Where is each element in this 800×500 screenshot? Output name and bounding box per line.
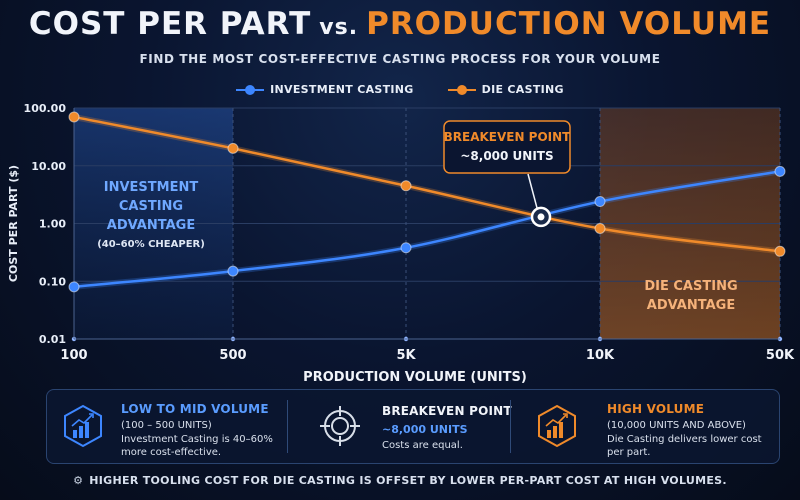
legend-label-investment: INVESTMENT CASTING <box>270 83 414 96</box>
bar-chart-icon <box>538 404 576 448</box>
legend-label-die: DIE CASTING <box>481 83 564 96</box>
x-tick-label: 500 <box>219 348 246 363</box>
panel-high-title: HIGH VOLUME <box>607 402 705 416</box>
die-region-label: DIE CASTING <box>644 279 737 294</box>
panel-high-sub: (10,000 UNITS AND ABOVE) <box>607 420 746 431</box>
subtitle: FIND THE MOST COST-EFFECTIVE CASTING PRO… <box>139 52 661 66</box>
panel-breakeven-sub: ~8,000 UNITS <box>382 423 468 436</box>
data-point-investment <box>594 196 606 208</box>
data-point-die <box>400 180 412 192</box>
breakeven-callout <box>443 120 571 174</box>
breakeven-pointer <box>527 173 538 209</box>
gear-icon: ⚙ <box>73 474 84 487</box>
panel-low-title: LOW TO MID VOLUME <box>121 402 269 416</box>
x-tick-label: 10K <box>586 348 615 363</box>
y-tick-label: 100.00 <box>24 102 67 115</box>
investment-region-label: CASTING <box>119 199 183 214</box>
page-title: COST PER PART vs. PRODUCTION VOLUME <box>0 6 800 42</box>
panel-breakeven: BREAKEVEN POINT ~8,000 UNITS Costs are e… <box>288 390 512 463</box>
legend-swatch-die <box>447 84 476 95</box>
x-tick-label: 50K <box>766 348 795 363</box>
data-point-die <box>227 142 239 154</box>
footer-note: ⚙ HIGHER TOOLING COST FOR DIE CASTING IS … <box>0 474 800 487</box>
y-tick-label: 0.01 <box>39 333 66 346</box>
legend-swatch-investment <box>236 84 265 95</box>
title-part1: COST PER PART <box>28 6 312 42</box>
data-point-die <box>594 222 606 234</box>
data-point-die <box>774 245 786 257</box>
y-tick-label: 10.00 <box>31 160 66 173</box>
die-region-label: ADVANTAGE <box>647 298 735 313</box>
footer-text: HIGHER TOOLING COST FOR DIE CASTING IS O… <box>89 474 727 487</box>
panel-low-sub: (100 – 500 UNITS) <box>121 420 212 431</box>
y-tick-label: 0.10 <box>39 275 66 288</box>
x-tick-label: 5K <box>396 348 416 363</box>
x-axis-label: PRODUCTION VOLUME (UNITS) <box>303 370 527 385</box>
data-point-die <box>68 111 80 123</box>
panel-breakeven-title: BREAKEVEN POINT <box>382 404 512 418</box>
breakeven-marker-center <box>537 213 545 221</box>
summary-bar: LOW TO MID VOLUME (100 – 500 UNITS) Inve… <box>46 389 780 464</box>
breakeven-title: BREAKEVEN POINT <box>444 130 572 144</box>
divider <box>510 400 511 453</box>
investment-region-label: ADVANTAGE <box>107 218 195 233</box>
data-point-investment <box>227 265 239 277</box>
title-part2: PRODUCTION VOLUME <box>366 6 772 42</box>
panel-low-body: Investment Casting is 40–60% more cost-e… <box>121 434 273 458</box>
data-point-investment <box>774 165 786 177</box>
legend-item-die: DIE CASTING <box>447 83 564 96</box>
legend-item-investment: INVESTMENT CASTING <box>236 83 414 96</box>
y-axis-label: COST PER PART ($) <box>7 165 20 282</box>
panel-high-body: Die Casting delivers lower cost per part… <box>607 434 762 458</box>
y-tick-label: 1.00 <box>39 218 66 231</box>
investment-region-label: INVESTMENT <box>104 180 199 195</box>
title-vs: vs. <box>319 15 359 40</box>
data-point-investment <box>400 242 412 254</box>
x-tick-label: 100 <box>60 348 87 363</box>
breakeven-label: ~8,000 UNITS <box>460 149 553 163</box>
crosshair-icon <box>320 406 360 446</box>
legend: INVESTMENT CASTING DIE CASTING <box>0 83 800 96</box>
data-point-investment <box>68 281 80 293</box>
panel-low-volume: LOW TO MID VOLUME (100 – 500 UNITS) Inve… <box>47 390 287 463</box>
panel-high-volume: HIGH VOLUME (10,000 UNITS AND ABOVE) Die… <box>511 390 779 463</box>
investment-region-note: (40–60% CHEAPER) <box>97 239 205 250</box>
panel-breakeven-body: Costs are equal. <box>382 440 463 451</box>
bar-chart-icon <box>64 404 102 448</box>
divider <box>287 400 288 453</box>
